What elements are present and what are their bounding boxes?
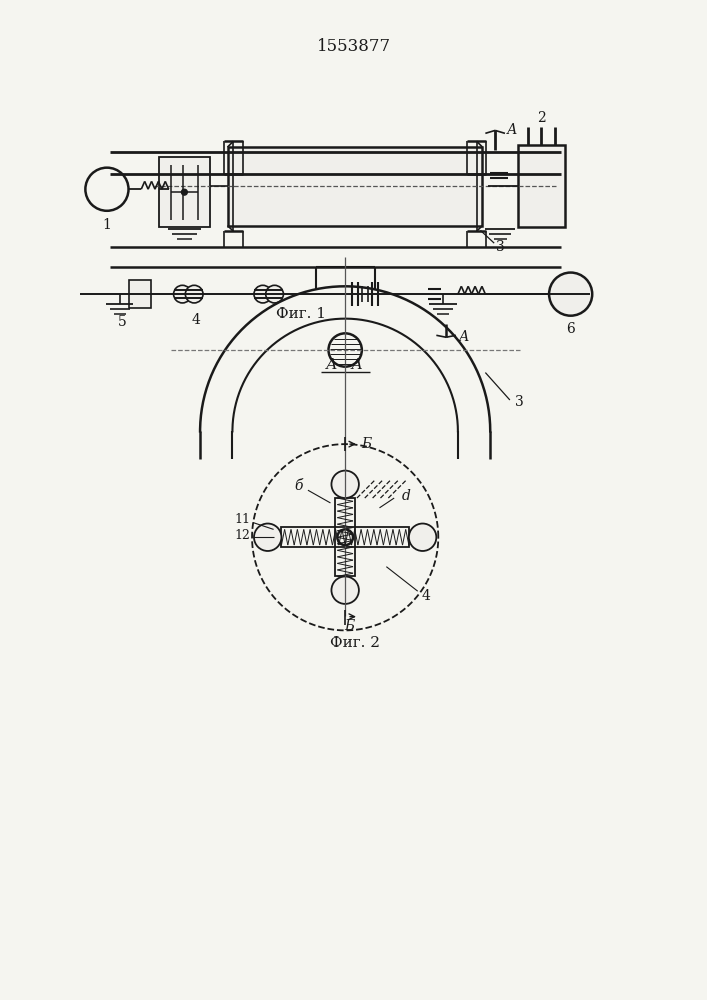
Text: d: d	[402, 489, 410, 503]
Text: Фиг. 1: Фиг. 1	[276, 307, 326, 321]
Text: 1: 1	[103, 218, 112, 232]
Bar	[281, 527, 409, 547]
Text: Б: Б	[344, 619, 354, 633]
Text: 6: 6	[566, 322, 575, 336]
Text: А: А	[507, 123, 517, 137]
Text: 4: 4	[421, 589, 430, 603]
Text: 5: 5	[118, 315, 127, 329]
Circle shape	[182, 189, 187, 195]
Text: А: А	[459, 330, 469, 344]
Circle shape	[332, 576, 359, 604]
Bar	[335, 498, 355, 576]
Text: 11: 11	[234, 513, 250, 526]
Bar	[518, 145, 565, 227]
Circle shape	[254, 285, 271, 303]
Bar	[159, 157, 210, 227]
Text: 12: 12	[234, 529, 250, 542]
Text: Фиг. 2: Фиг. 2	[330, 636, 380, 650]
Circle shape	[332, 471, 359, 498]
Text: б: б	[294, 479, 303, 493]
Circle shape	[174, 285, 192, 303]
Circle shape	[254, 524, 281, 551]
Text: 3: 3	[515, 395, 524, 409]
Circle shape	[185, 285, 203, 303]
Circle shape	[266, 285, 284, 303]
Text: 4: 4	[192, 313, 201, 327]
Circle shape	[409, 524, 436, 551]
Text: Б: Б	[361, 437, 372, 451]
Text: 1553877: 1553877	[317, 38, 391, 55]
Bar	[129, 280, 151, 308]
Text: 2: 2	[537, 111, 546, 125]
Text: 3: 3	[496, 240, 504, 254]
Bar	[228, 147, 482, 226]
Circle shape	[549, 273, 592, 316]
Text: А - А: А - А	[326, 358, 364, 372]
